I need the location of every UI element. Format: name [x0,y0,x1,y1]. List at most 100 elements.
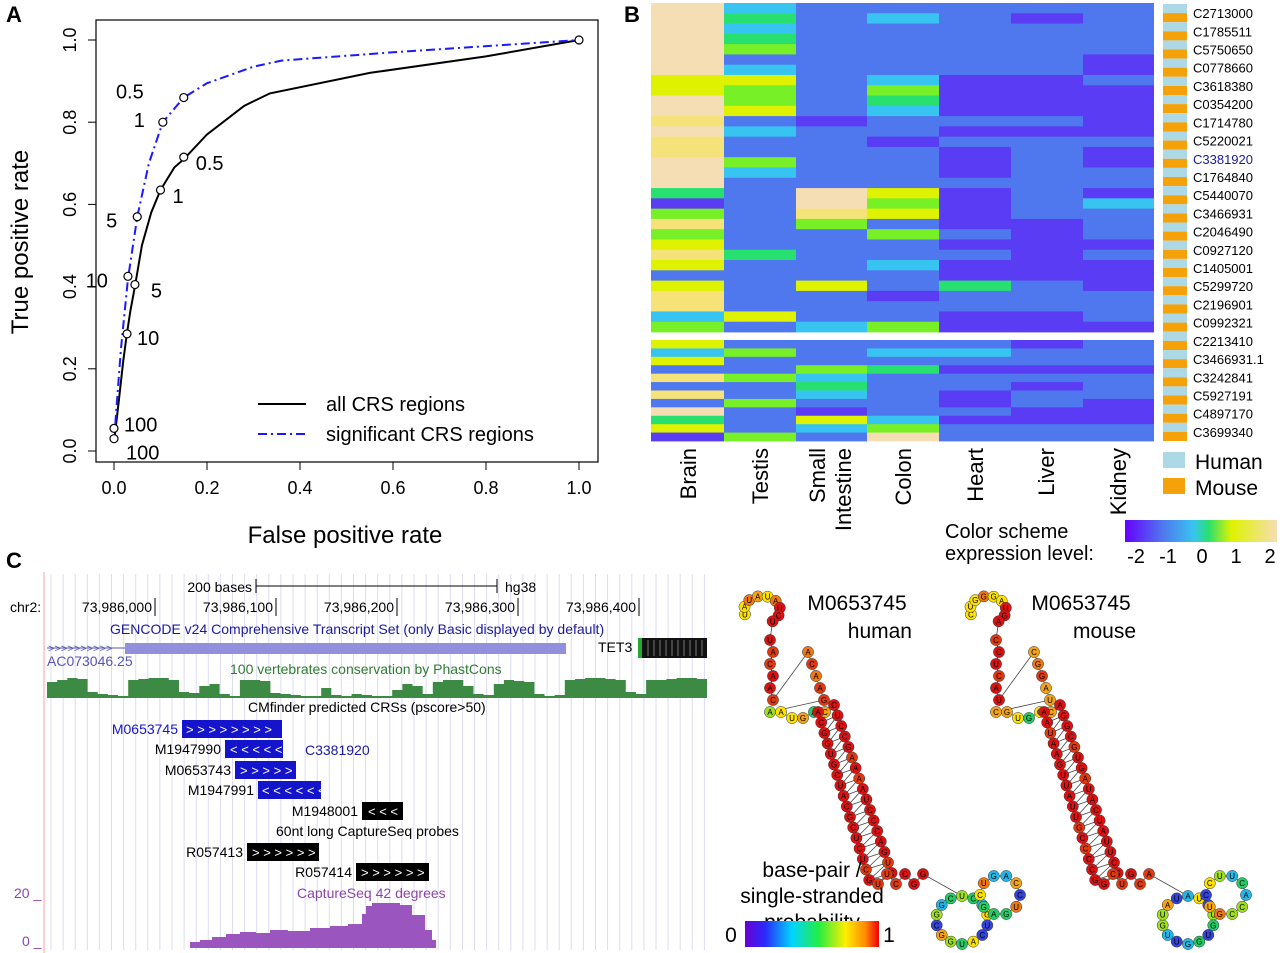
tet3-utr [638,638,642,658]
rna-base-letter: C [776,611,782,620]
row-label: C3699340 [1193,425,1253,440]
row-label: C5299720 [1193,279,1253,294]
rna-base-letter: U [1196,894,1202,903]
heatmap-cell [724,218,796,230]
rna-base-letter: A [742,603,748,612]
tet3-stripes [647,640,703,656]
roc-y-axis-label: True positive rate [7,150,34,335]
rna-base [1203,877,1216,890]
rna-base-letter: A [999,597,1005,606]
rna-base-letter: U [1064,782,1070,791]
heatmap-cell [651,74,724,86]
rna-base-letter: C [970,894,976,903]
heatmap-cell [939,280,1011,292]
heatmap-cell [867,33,939,45]
heatmap-cell [651,33,724,45]
mouse-label: Mouse [1195,477,1258,500]
species-strip-human [1163,22,1187,32]
heatmap-cell [1083,260,1154,271]
rna-base [764,658,776,670]
row-label: C3242841 [1193,370,1253,385]
rna-base-letter: C [867,806,873,815]
rna-base [974,889,986,901]
species-strip-human [1163,167,1187,177]
rna-base [1100,835,1113,848]
heatmap-cell [724,146,796,158]
rna-species: mouse [1073,620,1136,643]
panel-label-b: B [624,2,640,27]
heatmap-cell [1011,54,1083,66]
heatmap-cell [867,208,939,220]
heatmap-cell [724,424,796,433]
heatmap-cell [939,157,1011,168]
rna-base-letter: C [1013,879,1019,888]
rna-base-letter: G [981,592,987,601]
species-strip-human [1163,350,1187,360]
heatmap-cell [724,321,796,333]
rna-base-letter: U [959,940,965,949]
row-label: C2713000 [1193,6,1253,21]
rna-base-letter: C [850,824,856,833]
rna-base [1063,790,1076,802]
rna-base-letter: U [1174,938,1180,947]
species-strip-human [1163,386,1187,396]
rna-base-letter: A [878,838,884,847]
heatmap-cell [651,54,724,66]
rna-base-letter: G [920,870,926,879]
species-strip-mouse [1163,249,1187,259]
heatmap-cell [796,167,867,179]
coordinate-ruler: 73,986,000 73,986,100 73,986,200 73,986,… [82,598,640,616]
rna-base [1010,900,1023,913]
heatmap-cell [724,136,796,148]
rna-base-letter: G [972,596,978,605]
rna-base-letter: U [1174,894,1180,903]
probe-name: R057413 [186,844,243,860]
rna-base-letter: U [765,593,771,602]
heatmap-cell [651,146,724,158]
rna-base [1226,870,1239,882]
heatmap-cell [939,415,1011,425]
rna-base-letter: U [770,617,776,626]
rna-base-letter: G [821,729,827,738]
rna-base [1182,938,1194,950]
rna-base [1079,772,1092,785]
rna-base [853,842,866,855]
rna-base [1125,868,1137,880]
rna-base [834,779,847,792]
heatmap-cell [1083,126,1154,138]
heatmap-cell [651,382,724,391]
rna-base [1050,748,1063,760]
species-strip-human [1163,40,1187,50]
rna-base [847,821,860,834]
rna-base-letter: U [828,750,834,759]
rna-base-letter: C [1203,891,1209,900]
rna-base-letter: G [1060,712,1066,721]
species-strip-mouse [1163,158,1187,168]
rna-base-letter: U [860,855,866,864]
heatmap-cell [939,105,1011,117]
heatmap-cell [724,280,796,292]
series-line-all [113,39,580,443]
rna-base [1000,908,1013,920]
heatmap-cell [1083,301,1154,312]
rna-base [977,877,990,890]
transcript-strand-arrows: >>>>>>>>>> [48,643,112,655]
rna-base [1104,846,1117,858]
crs-name: M1947990 [155,741,221,757]
rna-base [871,825,884,837]
roc-marker-label: 10 [137,328,159,350]
rna-base [1240,889,1252,901]
species-strip-mouse [1163,177,1187,187]
crs-name: M1947991 [188,782,254,798]
species-strip-mouse [1163,304,1187,314]
species-strip-mouse [1163,322,1187,332]
crs-feature: M1947991 < < < < < < [188,781,326,799]
probe-arrows: > > > > > > [361,865,425,880]
heatmap-cell [724,157,796,168]
heatmap-cell [796,188,867,199]
panel-label-c: C [6,548,22,573]
heatmap-cell [867,157,939,168]
rna-base [987,908,1000,920]
heatmap-cell [651,116,724,127]
rna-base [1064,730,1077,743]
